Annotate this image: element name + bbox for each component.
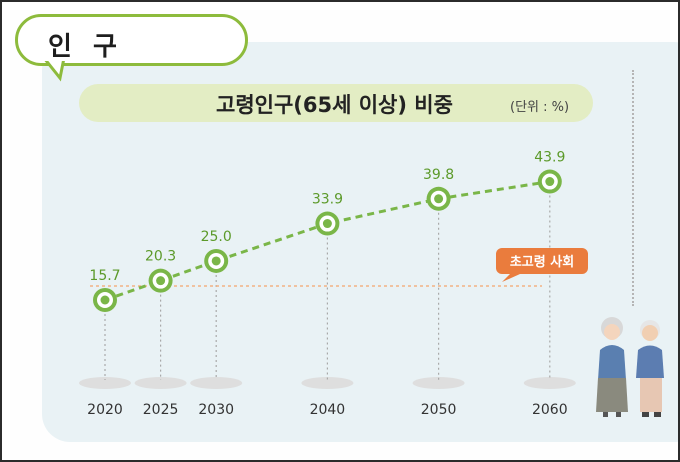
section-divider — [632, 70, 634, 306]
year-base-2060 — [523, 377, 576, 389]
elderly-couple-icon — [596, 317, 664, 417]
x-tick-label-2060: 2060 — [532, 402, 568, 418]
value-label-2050: 39.8 — [423, 167, 454, 183]
section-speech-bubble — [15, 14, 248, 66]
value-label-2060: 43.9 — [534, 150, 565, 166]
threshold-badge-pointer — [502, 274, 520, 282]
year-base-2030 — [190, 377, 243, 389]
speech-bubble-tail — [42, 58, 66, 82]
year-base-2050 — [412, 377, 465, 389]
value-label-2030: 25.0 — [201, 229, 232, 245]
data-point-dot-2060 — [545, 177, 555, 187]
x-tick-label-2050: 2050 — [421, 402, 457, 418]
year-base-2020 — [79, 377, 131, 389]
data-point-dot-2025 — [156, 276, 166, 286]
chart-title-bar — [79, 84, 593, 122]
x-tick-label-2030: 2030 — [198, 402, 234, 418]
x-tick-label-2025: 2025 — [143, 402, 179, 418]
value-label-2040: 33.9 — [312, 192, 343, 208]
value-label-2020: 15.7 — [89, 268, 120, 284]
x-tick-label-2040: 2040 — [310, 402, 346, 418]
threshold-label: 초고령 사회 — [510, 254, 574, 270]
x-tick-label-2020: 2020 — [87, 402, 123, 418]
data-point-dot-2020 — [100, 295, 110, 305]
value-label-2025: 20.3 — [145, 249, 176, 265]
year-base-2025 — [134, 377, 187, 389]
data-point-dot-2050 — [434, 194, 444, 204]
chart-title: 고령인구(65세 이상) 비중 — [216, 93, 453, 117]
data-point-dot-2040 — [322, 219, 332, 229]
threshold-badge — [496, 248, 588, 274]
data-point-dot-2030 — [211, 256, 221, 266]
section-title: 인 구 — [48, 32, 123, 62]
unit-label: (단위 : %) — [510, 100, 570, 115]
year-base-2040 — [301, 377, 354, 389]
